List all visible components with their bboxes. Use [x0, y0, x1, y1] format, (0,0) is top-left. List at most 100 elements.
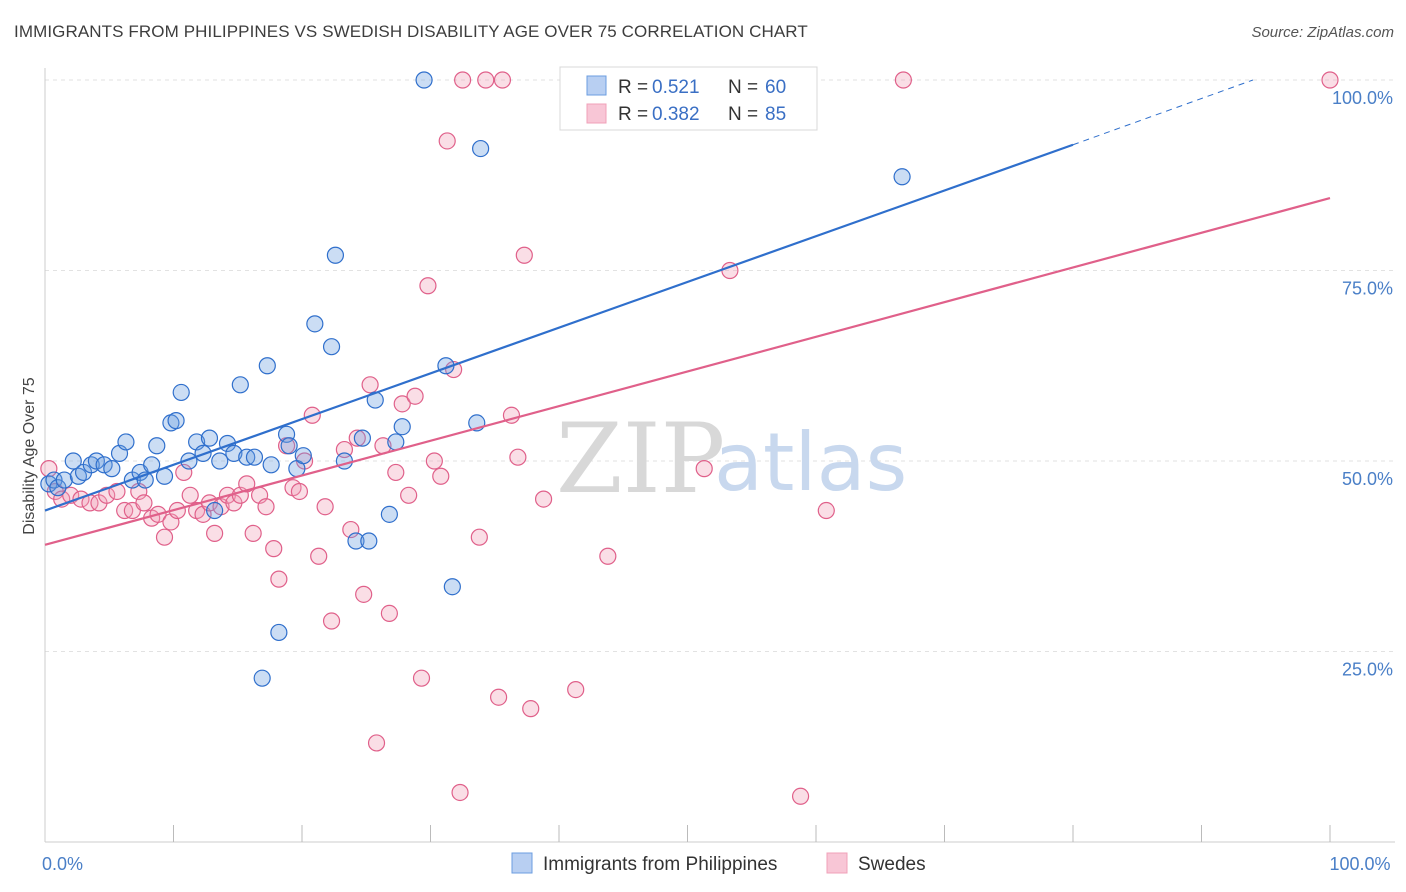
philippines-point-29: [225, 444, 243, 462]
legend-r-value-pink: 0.382: [652, 104, 700, 125]
swedes-point-65: [493, 71, 512, 89]
swedes-point-70: [534, 490, 553, 508]
source-credit: Source: ZipAtlas.com: [1251, 24, 1394, 41]
legend-r-value-blue: 0.521: [652, 77, 700, 98]
swedes-point-78: [1321, 71, 1339, 89]
philippines-point-52: [415, 71, 433, 89]
legend-r-label-pink: R =: [618, 104, 648, 125]
philippines-trend-line: [44, 143, 1074, 512]
philippines-point-17: [148, 437, 166, 455]
philippines-point-30: [231, 376, 249, 394]
y-tick-label-2: 75.0%: [1342, 279, 1393, 299]
philippines-point-3: [55, 471, 73, 489]
swedes-point-56: [425, 452, 443, 470]
swedes-point-45: [355, 585, 373, 603]
swedes-point-71: [567, 680, 585, 699]
series-name-philippines: Immigrants from Philippines: [543, 854, 777, 875]
philippines-point-12: [117, 433, 135, 451]
swedes-point-76: [817, 501, 835, 520]
philippines-point-58: [893, 168, 911, 186]
trend-lines: [44, 79, 1331, 546]
grid-lines: [45, 79, 1395, 652]
swedes-point-58: [438, 132, 456, 150]
swedes-point-44: [348, 429, 366, 447]
swedes-point-62: [470, 528, 488, 546]
stats-legend: R = 0.521 N = 60 R = 0.382 N = 85: [559, 66, 818, 131]
philippines-point-42: [322, 338, 341, 356]
series-swatch-swedes: [826, 852, 848, 874]
watermark-zip: ZIP: [556, 403, 725, 515]
philippines-point-46: [353, 429, 371, 447]
swedes-point-50: [387, 463, 405, 482]
swedes-point-73: [695, 460, 713, 478]
swedes-point-46: [361, 376, 379, 394]
swedes-point-53: [406, 387, 424, 405]
swedes-point-12: [135, 494, 153, 512]
philippines-point-26: [206, 501, 224, 520]
x-tick-labels: 0.0% 100.0%: [42, 854, 1391, 874]
swedes-point-15: [155, 528, 174, 546]
y-tick-label-1: 50.0%: [1342, 469, 1393, 489]
watermark: ZIP atlas: [556, 403, 907, 515]
philippines-point-10: [103, 460, 121, 478]
swedes-point-69: [522, 700, 540, 718]
swedes-point-29: [244, 524, 262, 542]
philippines-point-4: [64, 452, 82, 470]
swedes-point-40: [316, 498, 334, 516]
swedes-point-55: [419, 277, 437, 295]
philippines-point-33: [253, 669, 271, 687]
swedes-point-63: [477, 71, 495, 89]
philippines-point-35: [262, 456, 280, 474]
swedes-point-33: [270, 570, 288, 588]
philippines-point-45: [347, 532, 365, 550]
y-axis-label: Disability Age Over 75: [21, 377, 38, 535]
axes: [44, 68, 1395, 843]
philippines-point-54: [443, 578, 461, 596]
watermark-atlas: atlas: [714, 416, 907, 509]
chart-title: IMMIGRANTS FROM PHILIPPINES VS SWEDISH D…: [14, 22, 808, 41]
swedes-point-32: [265, 540, 283, 558]
swedes-point-57: [432, 467, 450, 485]
philippines-point-36: [270, 623, 288, 642]
series-name-swedes: Swedes: [858, 854, 926, 875]
philippines-point-49: [380, 505, 398, 523]
philippines-point-21: [172, 383, 190, 402]
philippines-point-34: [258, 357, 276, 375]
legend-n-label-pink: N =: [728, 104, 758, 125]
philippines-point-8: [87, 452, 106, 470]
x-tick-label-0: 0.0%: [42, 854, 83, 874]
swedes-point-68: [515, 246, 533, 264]
swedes-point-72: [599, 547, 617, 565]
philippines-point-32: [245, 448, 264, 466]
swedes-point-77: [894, 71, 912, 89]
series-legend: Immigrants from Philippines Swedes: [511, 852, 926, 875]
legend-swatch-pink: [586, 103, 607, 124]
swedes-point-61: [454, 71, 472, 89]
swedes-point-75: [791, 787, 810, 805]
swedes-point-60: [451, 783, 469, 802]
swedes-point-28: [238, 475, 256, 493]
philippines-point-27: [211, 452, 229, 470]
swedes-point-64: [490, 688, 508, 706]
legend-n-value-pink: 85: [765, 104, 786, 125]
legend-r-label-blue: R =: [618, 77, 648, 98]
philippines-point-20: [167, 412, 185, 430]
swedes-trend-line: [44, 197, 1331, 546]
legend-swatch-blue: [586, 75, 607, 96]
philippines-point-40: [294, 447, 312, 465]
swedes-point-54: [412, 669, 431, 687]
philippines-point-9: [95, 456, 113, 474]
philippines-point-25: [200, 429, 219, 447]
swedes-point-51: [393, 395, 411, 413]
philippines-point-56: [472, 139, 490, 158]
swedes-point-36: [290, 482, 309, 501]
philippines-point-38: [280, 437, 298, 455]
swedes-point-67: [509, 448, 527, 466]
philippines-points: [40, 71, 911, 687]
swedes-point-47: [367, 734, 386, 752]
legend-n-label-blue: N =: [728, 77, 758, 98]
y-tick-label-3: 100.0%: [1332, 88, 1393, 108]
y-tick-labels: 25.0% 50.0% 75.0% 100.0%: [1332, 88, 1393, 680]
x-tick-label-1: 100.0%: [1329, 854, 1390, 874]
swedes-point-23: [206, 524, 224, 542]
